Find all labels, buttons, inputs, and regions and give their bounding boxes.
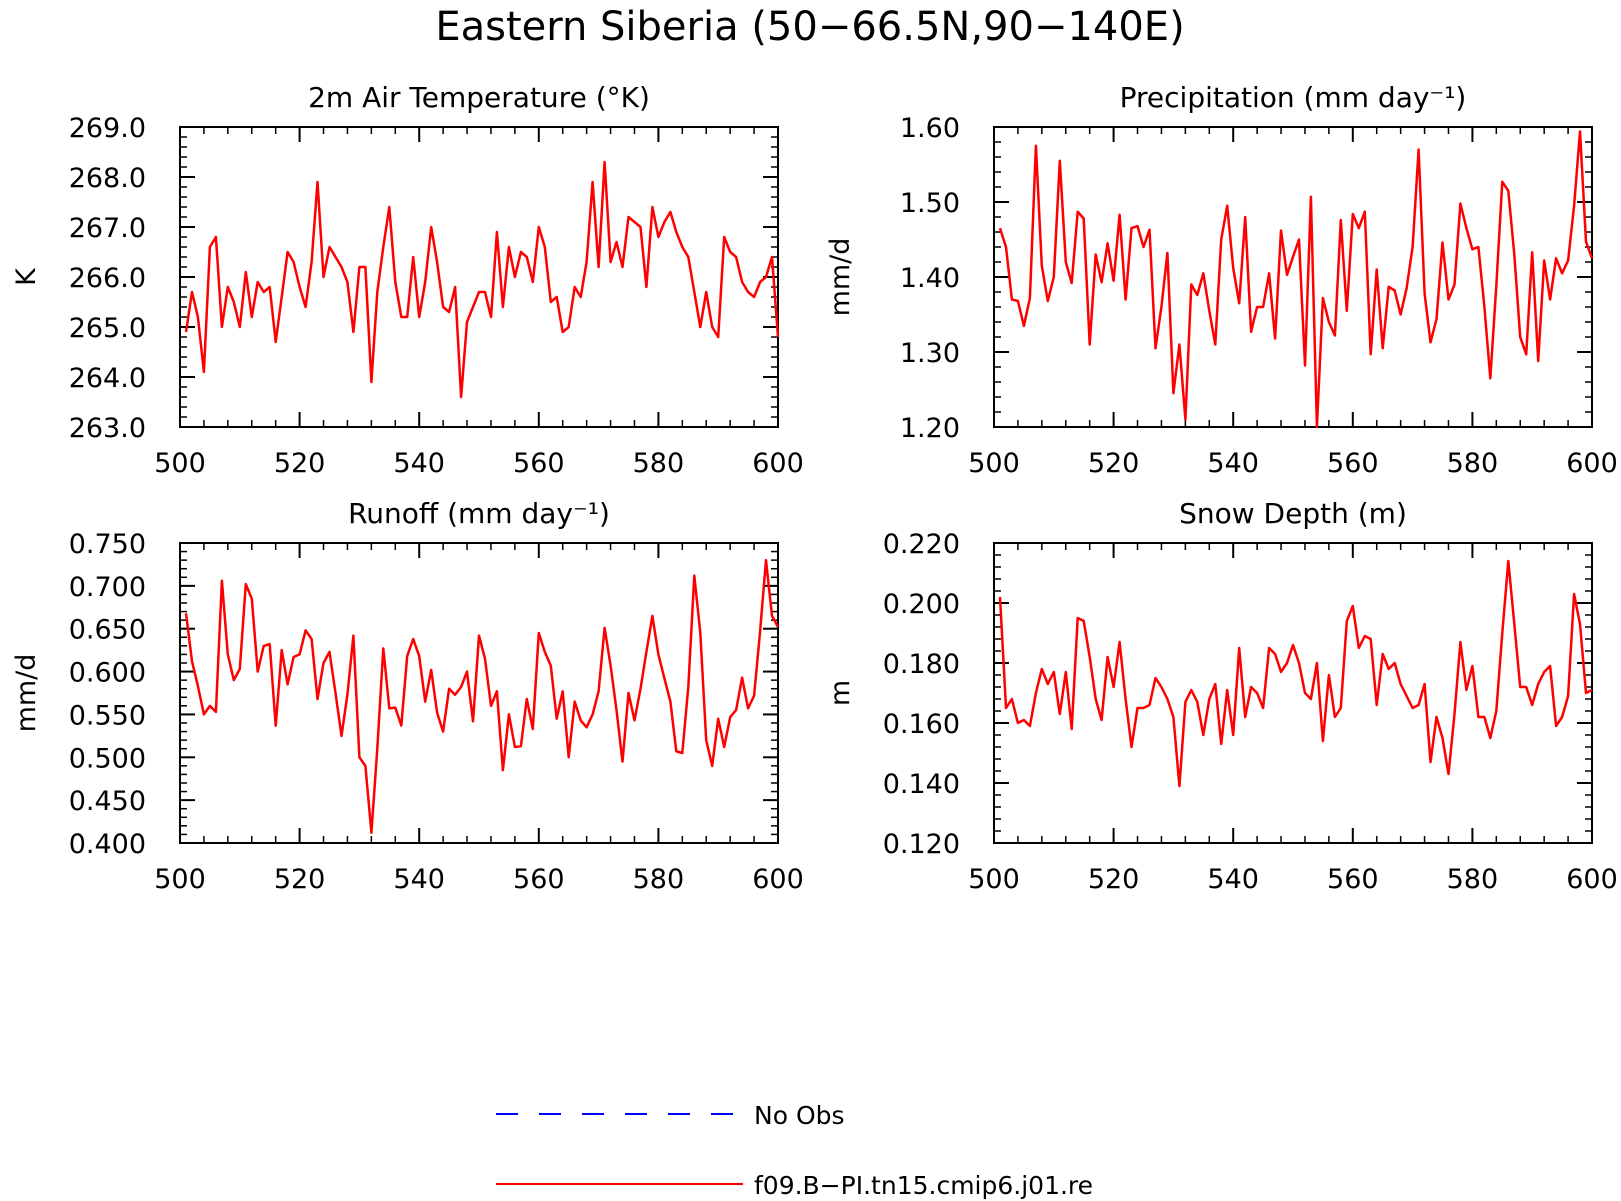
x-tick-label: 500 [154, 448, 206, 479]
x-tick-label: 560 [513, 448, 565, 479]
legend-label-no-obs: No Obs [754, 1101, 845, 1130]
y-tick-label: 265.0 [69, 313, 146, 344]
y-axis-label: m [825, 680, 856, 706]
y-tick-label: 1.30 [900, 338, 960, 369]
series-line-air-temperature [184, 160, 780, 399]
series-line-precipitation [998, 130, 1594, 429]
legend: No Obs f09.B−PI.tn15.cmip6.j01.re [496, 1101, 1093, 1200]
y-tick-label: 1.60 [900, 113, 960, 144]
y-tick-label: 1.20 [900, 413, 960, 444]
y-tick-label: 263.0 [69, 413, 146, 444]
y-tick-label: 0.550 [69, 700, 146, 731]
x-tick-label: 600 [752, 864, 804, 895]
y-tick-label: 264.0 [69, 363, 146, 394]
x-tick-label: 560 [1327, 448, 1379, 479]
y-tick-label: 269.0 [69, 113, 146, 144]
x-tick-label: 580 [633, 864, 685, 895]
chart-runoff: 500 520 540 560 580 600 0.400 0.450 0.500 0.550 0.… [11, 497, 804, 895]
y-axis-label: K [11, 267, 42, 286]
y-tick-label: 0.700 [69, 572, 146, 603]
x-tick-label: 600 [752, 448, 804, 479]
plot-frame [993, 542, 1593, 844]
y-tick-label: 0.200 [883, 589, 960, 620]
x-tick-label: 520 [1088, 864, 1140, 895]
y-tick-label: 0.500 [69, 743, 146, 774]
y-tick-label: 1.50 [900, 188, 960, 219]
y-axis-label: mm/d [825, 238, 856, 317]
chart-title: Precipitation (mm day⁻¹) [1120, 81, 1467, 114]
x-tick-label: 580 [1447, 864, 1499, 895]
chart-precipitation: 500 520 540 560 580 600 1.20 1.30 1.40 1.50 1.60 Pr… [825, 81, 1618, 479]
x-tick-label: 540 [1207, 864, 1259, 895]
x-tick-label: 600 [1566, 448, 1618, 479]
plot-frame [993, 126, 1593, 428]
chart-title: 2m Air Temperature (°K) [308, 81, 650, 114]
chart-title: Snow Depth (m) [1179, 497, 1407, 530]
plot-frame [179, 542, 779, 844]
x-tick-label: 560 [1327, 864, 1379, 895]
y-tick-label: 0.450 [69, 786, 146, 817]
y-tick-label: 0.750 [69, 529, 146, 560]
y-tick-label: 266.0 [69, 263, 146, 294]
x-tick-label: 520 [1088, 448, 1140, 479]
x-tick-label: 520 [274, 448, 326, 479]
y-tick-label: 0.650 [69, 615, 146, 646]
plot-frame [179, 126, 779, 428]
y-tick-label: 0.140 [883, 769, 960, 800]
y-tick-label: 1.40 [900, 263, 960, 294]
y-tick-label: 0.180 [883, 649, 960, 680]
x-tick-label: 560 [513, 864, 565, 895]
y-tick-label: 0.160 [883, 709, 960, 740]
y-tick-label: 0.600 [69, 658, 146, 689]
y-tick-label: 0.220 [883, 529, 960, 560]
x-tick-label: 500 [968, 864, 1020, 895]
y-tick-label: 267.0 [69, 213, 146, 244]
chart-air-temperature: 500 520 540 560 580 600 263.0 264.0 265.0 266.0 26… [11, 81, 804, 479]
x-tick-label: 500 [154, 864, 206, 895]
chart-panels: 500 520 540 560 580 600 263.0 264.0 265.0 266.0 26… [11, 81, 1618, 895]
x-tick-label: 500 [968, 448, 1020, 479]
x-tick-label: 540 [393, 864, 445, 895]
x-tick-label: 580 [633, 448, 685, 479]
y-tick-label: 0.400 [69, 829, 146, 860]
series-line-runoff [184, 558, 780, 834]
x-tick-label: 520 [274, 864, 326, 895]
chart-title: Runoff (mm day⁻¹) [348, 497, 610, 530]
legend-label-model: f09.B−PI.tn15.cmip6.j01.re [754, 1171, 1093, 1200]
y-tick-label: 0.120 [883, 829, 960, 860]
chart-snow-depth: 500 520 540 560 580 600 0.120 0.140 0.160 0.180 0.… [825, 497, 1618, 895]
y-tick-label: 268.0 [69, 163, 146, 194]
y-axis-label: mm/d [11, 654, 42, 733]
x-tick-label: 540 [1207, 448, 1259, 479]
x-tick-label: 600 [1566, 864, 1618, 895]
x-tick-label: 580 [1447, 448, 1499, 479]
figure-title: Eastern Siberia (50−66.5N,90−140E) [435, 4, 1184, 50]
x-tick-label: 540 [393, 448, 445, 479]
series-line-snow-depth [998, 559, 1593, 788]
